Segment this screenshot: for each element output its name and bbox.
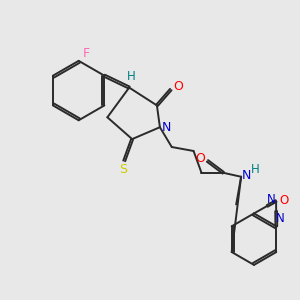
Text: N: N (162, 121, 172, 134)
Text: O: O (196, 152, 206, 165)
Text: H: H (250, 163, 260, 176)
Text: S: S (119, 163, 127, 176)
Text: O: O (279, 194, 289, 208)
Text: H: H (127, 70, 136, 83)
Text: O: O (173, 80, 183, 93)
Text: N: N (242, 169, 251, 182)
Text: N: N (267, 193, 276, 206)
Text: N: N (276, 212, 284, 224)
Text: F: F (83, 47, 90, 60)
